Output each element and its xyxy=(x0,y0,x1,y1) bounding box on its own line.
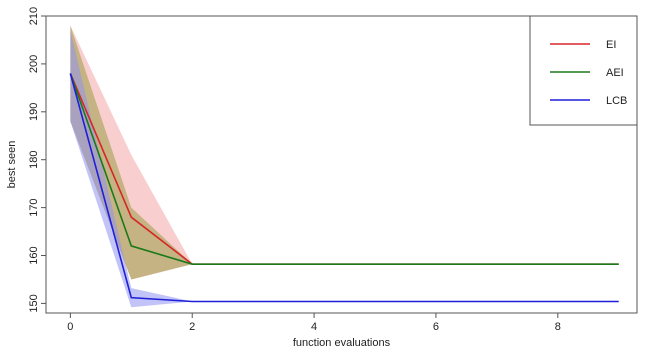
y-tick-label: 170 xyxy=(28,198,40,216)
x-axis-label: function evaluations xyxy=(293,337,391,349)
x-tick-label: 2 xyxy=(189,321,195,333)
x-tick-label: 0 xyxy=(67,321,73,333)
y-tick-label: 190 xyxy=(28,103,40,121)
legend-label-lcb: LCB xyxy=(606,95,627,107)
x-tick-label: 4 xyxy=(311,321,317,333)
y-tick-label: 200 xyxy=(28,55,40,73)
y-tick-label: 180 xyxy=(28,151,40,169)
legend-label-ei: EI xyxy=(606,39,616,51)
legend-label-aei: AEI xyxy=(606,67,624,79)
y-axis-label: best seen xyxy=(6,141,18,189)
series-line-lcb xyxy=(69,73,619,303)
y-tick-label: 210 xyxy=(28,7,40,25)
band-lcb xyxy=(70,30,619,308)
confidence-bands xyxy=(70,25,619,308)
x-tick-label: 6 xyxy=(433,321,439,333)
axis-ticks: 0 2 4 6 8 150 160 170 180 190 200 210 xyxy=(28,7,561,333)
band-aei xyxy=(70,25,619,280)
y-tick-label: 160 xyxy=(28,246,40,264)
series-lines xyxy=(69,73,619,303)
y-tick-label: 150 xyxy=(28,294,40,312)
series-line-aei xyxy=(69,73,619,265)
legend-box xyxy=(529,15,638,126)
x-tick-label: 8 xyxy=(555,321,561,333)
plot-frame xyxy=(45,15,638,314)
legend: EI AEI LCB xyxy=(529,15,638,126)
